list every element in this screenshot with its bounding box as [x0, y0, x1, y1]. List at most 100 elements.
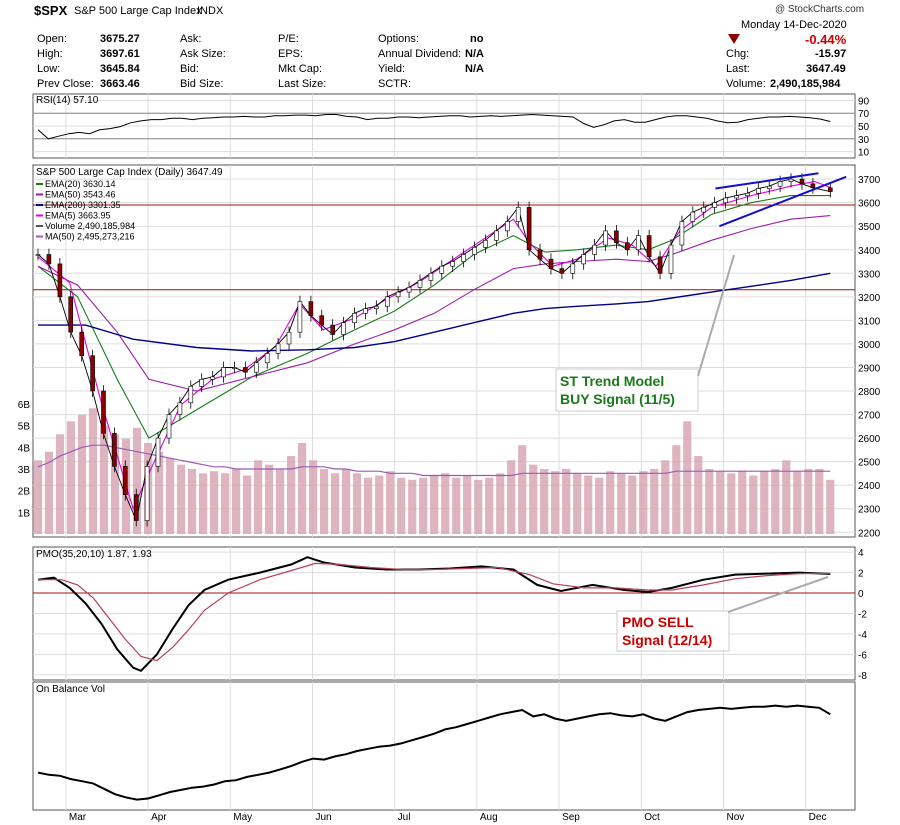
pmo-y-tick: -6: [858, 650, 867, 661]
volume-bar: [254, 460, 263, 534]
volume-bar: [77, 414, 87, 534]
open-value: 3675.27: [100, 33, 140, 45]
exchange: INDX: [197, 5, 224, 17]
pmo-y-tick: 4: [858, 548, 864, 559]
candle-body: [112, 433, 117, 467]
price-y-tick: 3300: [858, 269, 881, 280]
low-value: 3645.84: [100, 63, 140, 75]
candle-body: [308, 301, 314, 317]
volume-bar: [210, 471, 219, 534]
candle-body: [428, 272, 434, 281]
candle-body: [286, 331, 292, 345]
legend-entry: EMA(50) 3543.46: [45, 190, 116, 200]
yield-value: N/A: [465, 63, 484, 75]
buy-signal-box: [555, 368, 699, 412]
volume-value: 2,490,185,984: [770, 78, 841, 90]
candle-body: [494, 230, 499, 241]
index-name: S&P 500 Large Cap Index: [74, 5, 202, 17]
candle-body: [827, 187, 833, 192]
volume-bar: [595, 477, 604, 534]
volume-bar: [199, 473, 208, 534]
volume-bar: [66, 421, 76, 534]
rsi-y-tick: 30: [858, 135, 870, 146]
percent-change: -0.44%: [805, 32, 847, 47]
volume-bar: [408, 479, 417, 534]
sell-signal-pointer: [727, 576, 829, 613]
x-tick-label: Mar: [69, 812, 87, 823]
pmo-line: [38, 562, 831, 662]
high-value: 3697.61: [100, 48, 140, 60]
trendline-upper: [715, 172, 819, 190]
trendline-lower: [719, 175, 847, 228]
volume-bar: [551, 471, 560, 534]
symbol: $SPX: [34, 3, 68, 18]
candle-body: [570, 263, 576, 274]
price-y-tick: 2600: [858, 434, 881, 445]
volume-bar: [177, 464, 186, 534]
volume-bar: [55, 434, 65, 534]
candle-body: [679, 221, 685, 246]
candle-body: [668, 244, 674, 274]
volume-ma-line: [37, 444, 831, 477]
legend-entry: EMA(200) 3301.35: [45, 200, 121, 210]
price-y-tick: 3000: [858, 340, 881, 351]
price-y-tick: 2200: [858, 528, 881, 539]
rsi-y-tick: 10: [858, 148, 870, 159]
volume-bar: [826, 479, 835, 534]
volume-bar: [562, 469, 571, 534]
candle-body: [166, 414, 172, 439]
candle-body: [450, 261, 456, 267]
low-label: Low:: [37, 63, 61, 75]
volume-bar: [320, 469, 329, 534]
pmo-y-tick: -4: [858, 630, 867, 641]
candle-body: [341, 322, 346, 335]
x-tick-label: Nov: [726, 812, 744, 823]
pmo-y-tick: -2: [858, 610, 867, 621]
volume-bar: [353, 473, 362, 534]
price-y-tick: 3200: [858, 293, 881, 304]
candle-body: [723, 197, 728, 203]
volume-bar: [265, 464, 274, 534]
candle-body: [123, 466, 128, 495]
candle-body: [483, 240, 488, 248]
volume-bar: [474, 479, 483, 534]
candle-body: [635, 235, 641, 251]
volume-bar: [430, 475, 439, 534]
volume-bar: [661, 460, 670, 534]
candle-body: [221, 367, 226, 378]
candle-body: [472, 247, 477, 255]
volume-bar: [386, 471, 395, 534]
annual-dividend-value: N/A: [465, 48, 484, 60]
rsi-label: RSI(14) 57.10: [36, 95, 99, 106]
volume-bar: [573, 473, 582, 534]
volume-bar: [188, 469, 197, 534]
candle-body: [745, 193, 750, 197]
volume-bar: [243, 475, 252, 534]
quote-header: $SPX S&P 500 Large Cap Index INDX @ Stoc…: [0, 0, 900, 92]
rsi-y-tick: 70: [858, 109, 870, 120]
pmo-label: PMO(35,20,10) 1.87, 1.93: [36, 549, 152, 560]
legend-entry: Volume 2,490,185,984: [45, 221, 135, 231]
volume-y-tick: 3B: [18, 465, 31, 476]
volume-bar: [760, 471, 769, 534]
change-value: -15.97: [815, 48, 847, 60]
volume-bar: [309, 460, 318, 534]
candle-body: [777, 181, 783, 187]
volume-bar: [650, 469, 659, 534]
candle-body: [734, 195, 739, 199]
candle-body: [46, 254, 52, 265]
pmo-y-tick: 0: [858, 589, 864, 600]
price-label: S&P 500 Large Cap Index (Daily) 3647.49: [36, 167, 223, 178]
volume-bar: [221, 473, 230, 534]
volume-bar: [166, 458, 175, 534]
bid-label: Bid:: [180, 63, 199, 75]
candle-body: [134, 494, 139, 521]
volume-bar: [485, 477, 494, 534]
volume-bar: [298, 443, 307, 534]
pe-label: P/E:: [278, 33, 299, 45]
candle-body: [614, 230, 619, 243]
candle-body: [537, 249, 543, 260]
volume-bar: [276, 469, 285, 534]
rsi-y-tick: 50: [858, 122, 870, 133]
prev-close-value: 3663.46: [100, 78, 140, 90]
